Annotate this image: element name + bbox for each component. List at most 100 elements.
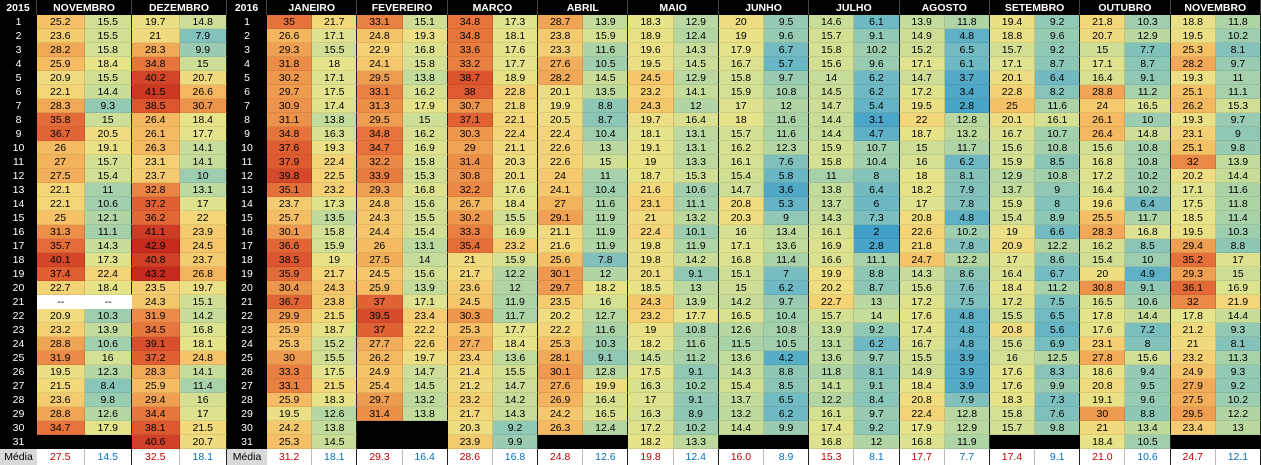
temperature-max: 24 <box>1080 99 1126 113</box>
temperature-max: 23.4 <box>447 351 493 365</box>
temperature-min: 11.9 <box>583 211 629 225</box>
temperature-max: 25.9 <box>267 323 313 337</box>
day-number: 18 <box>0 253 37 267</box>
temperature-min: 12.9 <box>944 421 990 435</box>
temperature-max: 24.8 <box>357 29 403 43</box>
temperature-min: 7.5 <box>944 295 990 309</box>
temperature-max: 20.3 <box>718 211 764 225</box>
temperature-min: 15.6 <box>1125 351 1171 365</box>
temperature-max: 15.9 <box>989 155 1036 169</box>
temperature-min: 2.8 <box>854 239 900 253</box>
temperature-min: 9.2 <box>1215 379 1261 393</box>
temperature-max: 18.7 <box>899 127 945 141</box>
temperature-max: 15.4 <box>1080 253 1126 267</box>
temperature-max: 33.1 <box>357 15 403 29</box>
average-max: 17.7 <box>899 449 945 465</box>
day-number: 15 <box>0 211 37 225</box>
day-number: 8 <box>227 113 267 127</box>
temperature-max: 27.8 <box>1080 351 1126 365</box>
temperature-min: 9.7 <box>764 295 810 309</box>
temperature-min: 13.9 <box>1215 155 1261 169</box>
temperature-max: 30.3 <box>447 309 493 323</box>
temperature-min: 16.3 <box>312 127 358 141</box>
temperature-max: 35.8 <box>37 113 85 127</box>
temperature-max: 16.3 <box>628 379 674 393</box>
average-min: 16.4 <box>402 449 448 465</box>
average-max: 28.6 <box>447 449 493 465</box>
temperature-max: 25.1 <box>1170 85 1216 99</box>
temperature-min: 8.8 <box>854 267 900 281</box>
temperature-min: 10.6 <box>84 197 132 211</box>
temperature-max: 36.1 <box>1170 281 1216 295</box>
temperature-max: 19.1 <box>628 141 674 155</box>
average-min: 14.5 <box>84 449 132 465</box>
temperature-min: 13.1 <box>673 141 719 155</box>
temperature-min: 6.2 <box>854 71 900 85</box>
month-header: MAIO <box>628 0 719 15</box>
temperature-max: 25.9 <box>37 57 85 71</box>
temperature-max: 29.3 <box>1170 267 1216 281</box>
temperature-min: 4.8 <box>944 309 990 323</box>
temperature-max: 23.1 <box>628 197 674 211</box>
temperature-max: 25 <box>989 99 1036 113</box>
temperature-min: 6.7 <box>764 43 810 57</box>
temperature-max: 19.5 <box>628 57 674 71</box>
temperature-min: 14.2 <box>179 309 227 323</box>
temperature-max: 27.5 <box>357 253 403 267</box>
temperature-min: 14.1 <box>179 141 227 155</box>
month-header: FEVEREIRO <box>357 0 448 15</box>
temperature-min: 2.8 <box>944 99 990 113</box>
temperature-max: 27.5 <box>1170 393 1216 407</box>
average-min: 7.7 <box>944 449 990 465</box>
temperature-max: 24.2 <box>267 421 313 435</box>
temperature-max: 23.1 <box>1170 127 1216 141</box>
temperature-min: 13.8 <box>312 113 358 127</box>
temperature-min: 6 <box>854 197 900 211</box>
temperature-max: 31.3 <box>37 225 85 239</box>
temperature-min: 11 <box>1215 71 1261 85</box>
temperature-max: 18.2 <box>628 337 674 351</box>
temperature-max: 21.8 <box>899 239 945 253</box>
temperature-max: 17.6 <box>899 309 945 323</box>
temperature-min: 8.3 <box>1035 365 1081 379</box>
temperature-max: 20 <box>1080 267 1126 281</box>
average-max: 21.0 <box>1080 449 1126 465</box>
temperature-min: 8 <box>1125 337 1171 351</box>
temperature-min: 23.2 <box>492 239 539 253</box>
temperature-min: 17 <box>1215 253 1261 267</box>
temperature-min: 12.1 <box>84 211 132 225</box>
temperature-min: 12 <box>492 281 539 295</box>
temperature-min: 22.8 <box>492 85 539 99</box>
average-max: 17.4 <box>989 449 1036 465</box>
temperature-min: 21.5 <box>312 379 358 393</box>
temperature-max: 18.6 <box>1080 365 1126 379</box>
temperature-min: 16 <box>583 295 629 309</box>
temperature-max: 26 <box>37 141 85 155</box>
temperature-min: 22.6 <box>402 337 448 351</box>
temperature-min: 7 <box>764 267 810 281</box>
temperature-min: 19.1 <box>84 141 132 155</box>
temperature-min: 15.5 <box>402 211 448 225</box>
temperature-min: 3.4 <box>944 85 990 99</box>
temperature-min: 15.2 <box>312 337 358 351</box>
temperature-min: 10.7 <box>1035 127 1081 141</box>
temperature-max: 28.8 <box>1080 85 1126 99</box>
temperature-max: 19.3 <box>1170 71 1216 85</box>
temperature-min: 8.7 <box>583 113 629 127</box>
temperature-min: 3.7 <box>944 71 990 85</box>
temperature-min: 10.6 <box>673 183 719 197</box>
temperature-max: 25.3 <box>1170 43 1216 57</box>
temperature-min: 6.6 <box>1035 225 1081 239</box>
month-header: OUTUBRO <box>1080 0 1171 15</box>
temperature-min: 13.8 <box>402 71 448 85</box>
temperature-min: 13.9 <box>402 281 448 295</box>
temperature-min: 11.1 <box>854 253 900 267</box>
temperature-max: 18.5 <box>628 281 674 295</box>
temperature-min: 11.1 <box>84 225 132 239</box>
temperature-max: 29 <box>447 141 493 155</box>
temperature-max: 18.9 <box>628 29 674 43</box>
temperature-max: 15.7 <box>989 421 1036 435</box>
temperature-min: 4.8 <box>944 29 990 43</box>
temperature-min: 15.9 <box>583 29 629 43</box>
temperature-min: 10.8 <box>1125 155 1171 169</box>
